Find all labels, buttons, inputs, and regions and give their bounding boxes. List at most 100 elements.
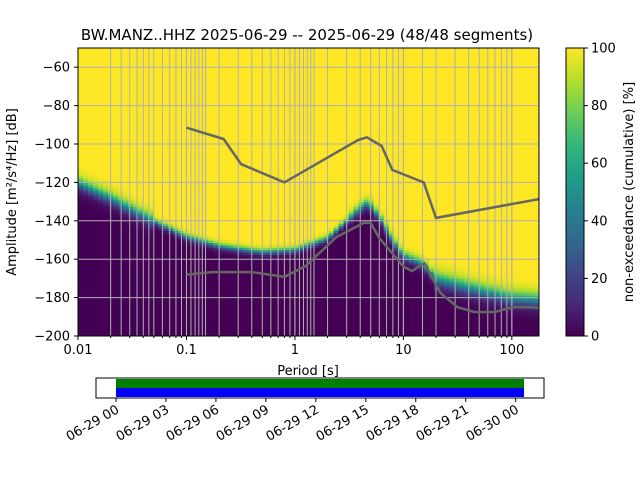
heatmap-cell [523, 307, 530, 311]
heatmap-cell [223, 324, 229, 327]
heatmap-cell [198, 240, 204, 243]
heatmap-cell [218, 276, 224, 279]
heatmap-cell [358, 276, 365, 279]
heatmap-cell [133, 220, 139, 224]
heatmap-cell [248, 278, 254, 282]
heatmap-cell [253, 324, 259, 327]
heatmap-cell [348, 283, 355, 287]
heatmap-cell [278, 292, 285, 296]
heatmap-cell [203, 316, 209, 320]
heatmap-cell [483, 321, 490, 325]
heatmap-cell [103, 328, 109, 332]
heatmap-cell [193, 321, 199, 325]
heatmap-cell [123, 314, 129, 318]
heatmap-cell [148, 276, 154, 279]
heatmap-cell [233, 252, 239, 255]
heatmap-cell [443, 264, 450, 267]
heatmap-cell [168, 321, 174, 325]
heatmap-cell [128, 324, 134, 327]
heatmap-cell [98, 328, 104, 332]
heatmap-cell [493, 319, 500, 323]
heatmap-cell [428, 314, 435, 318]
heatmap-cell [228, 254, 234, 258]
heatmap-cell [158, 278, 164, 282]
heatmap-cell [213, 331, 219, 335]
heatmap-cell [303, 273, 310, 277]
heatmap-cell [333, 244, 340, 248]
heatmap-cell [378, 290, 385, 294]
heatmap-cell [423, 309, 430, 313]
heatmap-cell [408, 290, 415, 294]
heatmap-cell [463, 297, 470, 301]
heatmap-cell [138, 232, 144, 236]
heatmap-cell [323, 324, 330, 327]
heatmap-cell [363, 312, 370, 315]
heatmap-cell [363, 199, 370, 203]
heatmap-cell [93, 218, 99, 222]
heatmap-cell [208, 235, 214, 239]
heatmap-cell [458, 321, 465, 325]
heatmap-cell [368, 235, 375, 239]
heatmap-cell [388, 302, 395, 306]
heatmap-cell [228, 240, 234, 243]
heatmap-cell [318, 276, 325, 279]
heatmap-cell [408, 247, 415, 251]
heatmap-cell [218, 237, 224, 241]
heatmap-cell [358, 271, 365, 275]
heatmap-cell [313, 326, 320, 330]
heatmap-cell [388, 235, 395, 239]
heatmap-cell [363, 283, 370, 287]
heatmap-cell [443, 304, 450, 308]
heatmap-cell [283, 278, 290, 282]
heatmap-cell [223, 280, 229, 284]
heatmap-cell [358, 326, 365, 330]
heatmap-cell [123, 324, 129, 327]
heatmap-cell [158, 264, 164, 267]
heatmap-cell [263, 328, 270, 332]
heatmap-cell [363, 192, 370, 195]
heatmap-cell [283, 254, 290, 258]
heatmap-cell [278, 242, 285, 246]
heatmap-cell [413, 249, 420, 253]
heatmap-cell [213, 242, 219, 246]
heatmap-cell [328, 247, 335, 251]
heatmap-cell [488, 312, 495, 315]
heatmap-cell [243, 242, 249, 246]
heatmap-cell [143, 278, 149, 282]
heatmap-cell [163, 266, 169, 270]
heatmap-cell [473, 331, 480, 335]
heatmap-cell [303, 290, 310, 294]
heatmap-cell [88, 314, 94, 318]
heatmap-cell [243, 295, 249, 299]
heatmap-cell [238, 240, 244, 243]
heatmap-cell [298, 304, 305, 308]
heatmap-cell [288, 273, 295, 277]
heatmap-cell [93, 254, 99, 258]
heatmap-cell [393, 333, 400, 336]
heatmap-cell [78, 204, 84, 207]
heatmap-cell [358, 321, 365, 325]
heatmap-cell [493, 304, 500, 308]
heatmap-cell [388, 268, 395, 272]
heatmap-cell [208, 328, 214, 332]
heatmap-cell [218, 283, 224, 287]
heatmap-cell [378, 266, 385, 270]
heatmap-cell [83, 182, 89, 186]
heatmap-cell [443, 333, 450, 336]
heatmap-cell [153, 240, 159, 243]
heatmap-cell [323, 230, 330, 234]
heatmap-cell [368, 232, 375, 236]
heatmap-cell [378, 328, 385, 332]
heatmap-cell [458, 280, 465, 284]
heatmap-cell [393, 264, 400, 267]
heatmap-cell [168, 331, 174, 335]
heatmap-cell [318, 232, 325, 236]
heatmap-cell [283, 268, 290, 272]
heatmap-cell [208, 314, 214, 318]
heatmap-cell [153, 218, 159, 222]
heatmap-cell [493, 280, 500, 284]
heatmap-cell [238, 280, 244, 284]
heatmap-cell [288, 331, 295, 335]
heatmap-cell [303, 261, 310, 265]
heatmap-cell [233, 321, 239, 325]
